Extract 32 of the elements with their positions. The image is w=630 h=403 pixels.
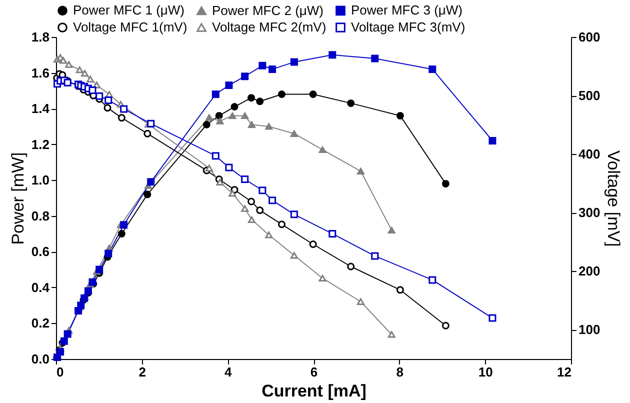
y-tick-label: 1.2 [31,136,50,152]
y2-tick-label: 400 [578,146,600,162]
legend-label: Power MFC 1 (μW) [73,2,184,18]
y-tick-label: 0.8 [31,208,50,224]
y-tick-label: 0.4 [31,280,50,295]
legend-label: Voltage MFC 3(mV) [351,20,466,34]
y2-tick-label: 300 [578,205,600,220]
legend-label: Power MFC 2 (μW) [212,2,324,18]
y2-axis-title: Voltage [mV] [604,150,624,247]
x-tick-label: 12 [557,364,572,380]
y2-tick-label: 100 [578,322,600,338]
legend-label: Power MFC 3 (μW) [351,2,462,18]
y-tick-label: 1.4 [31,101,50,116]
y-axis-title: Power [mW] [8,152,28,245]
y2-tick-label: 500 [578,88,600,104]
y-tick-label: 0.6 [31,244,50,260]
x-axis-title: Current [mA] [262,382,366,400]
y-tick-label: 0.0 [31,352,50,366]
x-tick-label: 2 [138,364,146,380]
y-tick-label: 0.2 [31,316,50,331]
legend-label: Voltage MFC 2(mV) [212,20,326,34]
x-tick-label: 8 [396,364,404,380]
x-tick-label: 0 [56,364,64,380]
legend-label: Voltage MFC 1(mV) [73,20,188,34]
x-tick-label: 4 [224,364,233,380]
y-tick-label: 1.6 [31,65,50,80]
y-tick-label: 1.8 [31,30,50,44]
y2-tick-label: 600 [578,30,600,44]
y2-tick-label: 200 [578,264,600,279]
x-tick-label: 6 [310,364,318,380]
x-tick-label: 10 [478,364,493,380]
y-tick-label: 1.0 [31,172,50,188]
